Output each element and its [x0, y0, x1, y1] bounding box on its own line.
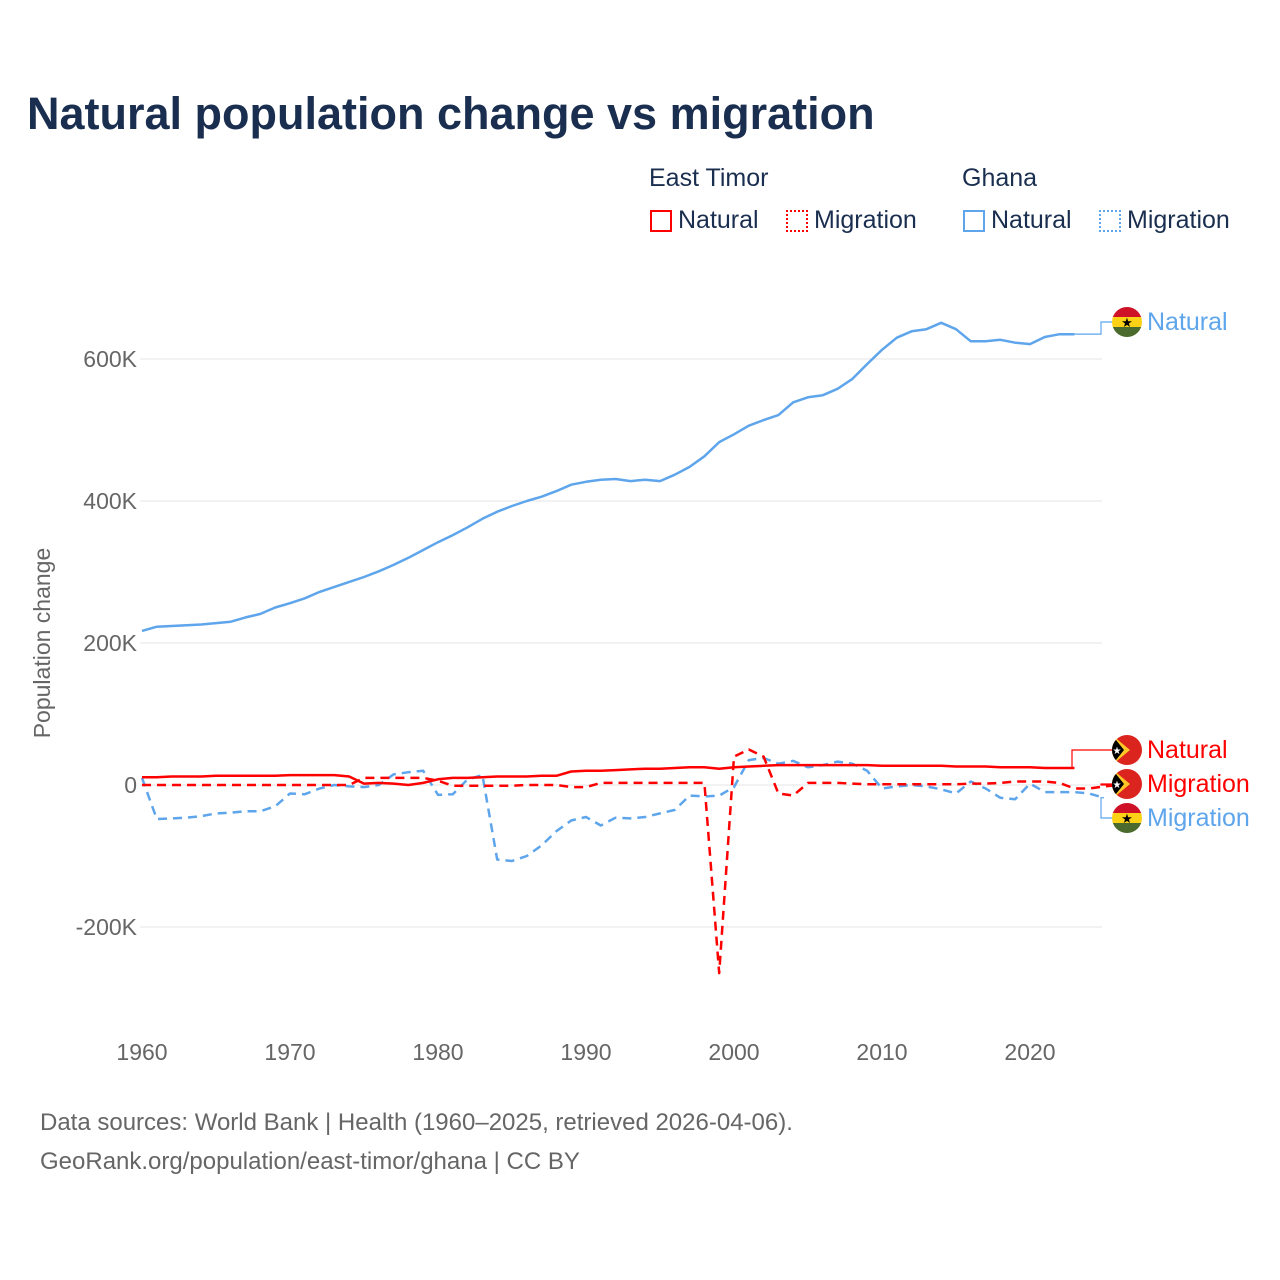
flag-star: ★: [1121, 812, 1133, 827]
flag-stripe-yellow: [1112, 813, 1142, 823]
y-tick-label: 0: [124, 772, 137, 798]
x-tick-label: 1960: [116, 1039, 167, 1065]
legend-item-ghana-natural[interactable]: Natural: [963, 206, 1072, 235]
flag-star: ★: [1113, 780, 1122, 791]
end-label: Migration: [1147, 770, 1250, 798]
series-line-ghana-migration: [140, 756, 1105, 863]
legend-item-ghana-migration[interactable]: Migration: [1099, 206, 1230, 235]
chart-title: Natural population change vs migration: [27, 88, 875, 139]
east-timor-flag-icon: [1112, 769, 1142, 799]
legend-swatch-solid: [963, 209, 985, 232]
ghana-flag-icon: [1112, 307, 1142, 337]
end-label: Natural: [1147, 308, 1228, 336]
footer-sources: Data sources: World Bank | Health (1960–…: [40, 1109, 793, 1136]
flag-stripe-red: [1112, 307, 1142, 317]
end-label: Natural: [1147, 736, 1228, 764]
y-tick-label: 400K: [83, 488, 137, 514]
x-tick-label: 2010: [856, 1039, 907, 1065]
legend-item-east-timor-migration[interactable]: Migration: [786, 206, 917, 235]
end-label-connector: [1074, 321, 1112, 335]
series-line-ghana-natural: [141, 321, 1075, 633]
legend-swatch-dotted: [1099, 209, 1121, 232]
flag-stripe-yellow: [1112, 317, 1142, 327]
y-tick-label: 200K: [83, 630, 137, 656]
end-label-connector: [1071, 749, 1112, 769]
flag-triangle-black: [1112, 735, 1124, 765]
flag-body: [1112, 735, 1142, 765]
x-tick-label: 2000: [708, 1039, 759, 1065]
end-label: Migration: [1147, 804, 1250, 832]
legend-group-ghana: Ghana: [962, 164, 1038, 192]
x-tick-label: 1980: [412, 1039, 463, 1065]
legend-item-east-timor-natural[interactable]: Natural: [650, 206, 759, 235]
y-tick-label: 600K: [83, 346, 137, 372]
x-tick-label: 1970: [264, 1039, 315, 1065]
east-timor-flag-icon: [1112, 735, 1142, 765]
legend-swatch-dotted: [786, 209, 808, 232]
flag-stripe-green: [1112, 823, 1142, 833]
flag-star: ★: [1121, 316, 1133, 331]
legend-label: Natural: [991, 206, 1072, 234]
legend-label: Natural: [678, 206, 759, 234]
flag-body: [1112, 769, 1142, 799]
legend-group-east-timor: East Timor: [649, 164, 769, 192]
flag-stripe-green: [1112, 327, 1142, 337]
flag-body: [1112, 803, 1142, 833]
legend-label: Migration: [814, 206, 917, 234]
x-tick-label: 2020: [1004, 1039, 1055, 1065]
y-tick-label: -200K: [76, 914, 138, 940]
series-line-east-timor-natural: [142, 763, 1075, 787]
end-label-connector: [1100, 797, 1112, 819]
legend-swatch-solid: [650, 209, 672, 232]
end-label-connector: [1100, 783, 1119, 786]
flag-star: ★: [1113, 746, 1122, 757]
footer-attribution: GeoRank.org/population/east-timor/ghana …: [40, 1148, 580, 1175]
x-tick-label: 1990: [560, 1039, 611, 1065]
ghana-flag-icon: [1112, 803, 1142, 833]
y-axis-label: Population change: [29, 548, 55, 739]
legend-label: Migration: [1127, 206, 1230, 234]
flag-body: [1112, 307, 1142, 337]
flag-stripe-red: [1112, 803, 1142, 813]
flag-triangle-black: [1112, 769, 1124, 799]
